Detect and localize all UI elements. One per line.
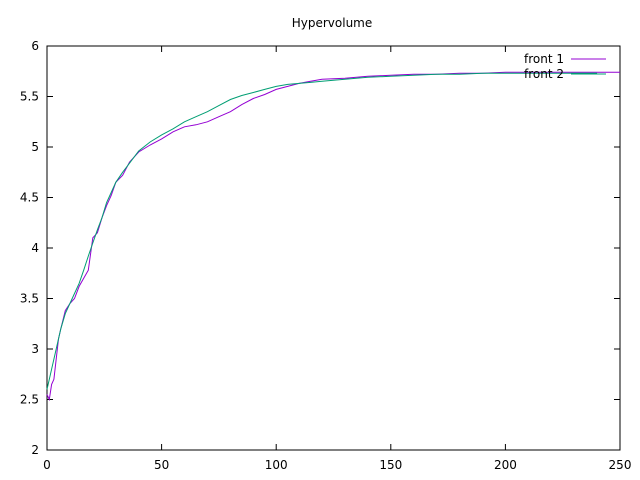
plot-frame bbox=[46, 45, 621, 451]
y-tick-label: 5 bbox=[31, 140, 39, 154]
y-tick-label: 6 bbox=[31, 39, 39, 53]
series-line-front-1 bbox=[46, 71, 620, 402]
y-tick-label: 3 bbox=[31, 342, 39, 356]
y-tick-label: 3.5 bbox=[20, 292, 39, 306]
x-tick-label: 50 bbox=[154, 458, 169, 472]
y-tick-label: 5.5 bbox=[20, 90, 39, 104]
x-tick-label: 0 bbox=[43, 458, 51, 472]
series-layer bbox=[46, 71, 620, 402]
x-tick-label: 100 bbox=[265, 458, 288, 472]
chart-title: Hypervolume bbox=[292, 16, 373, 30]
legend-label-front-1: front 1 bbox=[524, 52, 564, 66]
x-tick-label: 250 bbox=[609, 458, 632, 472]
x-tick-label: 150 bbox=[379, 458, 402, 472]
x-tick-label: 200 bbox=[494, 458, 517, 472]
y-tick-label: 4 bbox=[31, 241, 39, 255]
y-tick-label: 4.5 bbox=[20, 191, 39, 205]
series-line-front-2 bbox=[46, 72, 598, 390]
y-tick-label: 2.5 bbox=[20, 393, 39, 407]
y-tick-label: 2 bbox=[31, 443, 39, 457]
legend-label-front-2: front 2 bbox=[524, 67, 564, 81]
axes: 0 50 100 150 200 250 2 2.5 3 3.5 4 4.5 5 5.5 6 bbox=[20, 39, 632, 472]
